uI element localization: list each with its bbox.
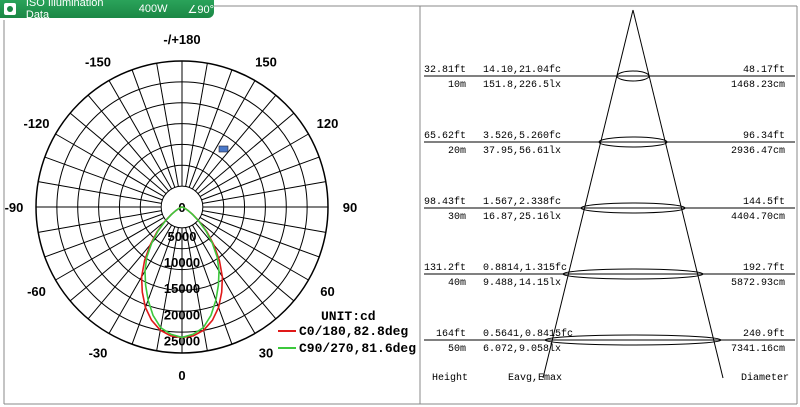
cone-ellipse xyxy=(616,70,650,82)
radial-tick-label: 10000 xyxy=(164,255,200,270)
polar-angle-label: 150 xyxy=(255,55,277,70)
polar-angle-label: 0 xyxy=(178,368,185,383)
cone-ellipse xyxy=(562,268,704,280)
row-fc: 3.526,5.260fc xyxy=(483,130,561,142)
polar-angle-label: 60 xyxy=(320,284,334,299)
polar-spoke xyxy=(201,213,320,258)
polar-spoke xyxy=(195,222,277,320)
row-diam-ft: 48.17ft xyxy=(743,64,785,76)
row-height-ft: 32.81ft xyxy=(424,64,466,76)
cone-left-edge xyxy=(542,9,634,379)
polar-angle-label: -120 xyxy=(23,116,49,131)
row-diam-cm: 1468.23cm xyxy=(731,80,785,91)
polar-spoke xyxy=(69,112,167,194)
row-lx: 9.488,14.15lx xyxy=(483,277,561,289)
polar-spoke xyxy=(191,80,256,190)
row-height-ft: 131.2ft xyxy=(424,262,466,274)
polar-spoke xyxy=(197,112,295,194)
polar-spoke xyxy=(131,226,176,345)
row-diam-ft: 96.34ft xyxy=(743,130,785,142)
polar-angle-label: -/+180 xyxy=(163,32,200,47)
cone-ellipse xyxy=(598,136,668,148)
row-height-m: 50m xyxy=(448,344,466,355)
polar-spoke xyxy=(185,63,208,187)
row-lx: 16.87,25.16lx xyxy=(483,211,561,223)
tab-wattage: 400W xyxy=(138,3,168,15)
cone-right-edge xyxy=(632,9,724,379)
polar-angle-label: 30 xyxy=(259,345,273,360)
polar-angle-label: -150 xyxy=(85,55,111,70)
row-lx: 6.072,9.058lx xyxy=(483,343,561,355)
row-height-ft: 98.43ft xyxy=(424,196,466,208)
row-fc: 1.567,2.338fc xyxy=(483,196,561,208)
row-diam-cm: 4404.70cm xyxy=(731,212,785,223)
row-diam-ft: 144.5ft xyxy=(743,196,785,208)
polar-spoke xyxy=(156,63,179,187)
title-tab: ISO Illumination Data 400W ∠90° xyxy=(0,0,215,21)
row-height-m: 40m xyxy=(448,278,466,289)
column-header: Diameter xyxy=(741,372,789,384)
cone-ellipse xyxy=(580,202,686,214)
chart-marker xyxy=(218,145,229,153)
row-diam-ft: 240.9ft xyxy=(743,328,785,340)
polar-spoke xyxy=(188,226,233,345)
polar-angle-label: 120 xyxy=(317,116,339,131)
iso-logo-icon xyxy=(4,3,16,15)
polar-spoke xyxy=(44,213,163,258)
radial-tick-label: 25000 xyxy=(164,333,200,348)
row-height-m: 10m xyxy=(448,80,466,91)
polar-spoke xyxy=(195,94,277,192)
polar-spoke xyxy=(44,156,163,201)
row-fc: 0.5641,0.8415fc xyxy=(483,328,573,340)
row-lx: 37.95,56.61lx xyxy=(483,145,561,157)
row-height-ft: 65.62ft xyxy=(424,130,466,142)
row-diam-cm: 2936.47cm xyxy=(731,146,785,157)
row-lx: 151.8,226.5lx xyxy=(483,79,561,91)
row-height-m: 20m xyxy=(448,146,466,157)
polar-spoke xyxy=(201,156,320,201)
tab-title: ISO Illumination Data xyxy=(25,0,104,21)
cone-ellipse xyxy=(544,334,722,346)
polar-angle-label: -30 xyxy=(89,345,108,360)
legend-label-1: C90/270,81.6deg xyxy=(299,341,416,356)
polar-spoke xyxy=(87,222,169,320)
polar-spoke xyxy=(202,210,326,233)
polar-spoke xyxy=(87,94,169,192)
row-fc: 14.10,21.04fc xyxy=(483,64,561,76)
polar-spoke xyxy=(202,181,326,204)
polar-spoke xyxy=(108,80,173,190)
polar-spoke xyxy=(69,220,167,302)
polar-angle-label: -90 xyxy=(5,200,24,215)
row-height-ft: 164ft xyxy=(436,328,466,340)
polar-spoke xyxy=(38,210,162,233)
column-header: Eavg,Emax xyxy=(508,373,562,384)
row-height-m: 30m xyxy=(448,212,466,223)
radial-tick-label: 15000 xyxy=(164,281,200,296)
polar-angle-label: 90 xyxy=(343,200,357,215)
polar-spoke xyxy=(188,69,233,188)
polar-spoke xyxy=(197,220,295,302)
polar-angle-label: -60 xyxy=(27,284,46,299)
polar-spoke xyxy=(108,224,173,334)
legend-label-0: C0/180,82.8deg xyxy=(299,324,408,339)
series-curve-1 xyxy=(144,206,220,339)
row-diam-cm: 5872.93cm xyxy=(731,278,785,289)
polar-spoke xyxy=(38,181,162,204)
polar-spoke xyxy=(191,224,256,334)
polar-spoke xyxy=(199,216,309,281)
column-header: Height xyxy=(432,372,468,384)
row-diam-cm: 7341.16cm xyxy=(731,344,785,355)
polar-spoke xyxy=(131,69,176,188)
polar-spoke xyxy=(55,133,165,198)
row-diam-ft: 192.7ft xyxy=(743,262,785,274)
radial-tick-label: 20000 xyxy=(164,307,200,322)
row-fc: 0.8814,1.315fc xyxy=(483,262,567,274)
polar-spoke xyxy=(55,216,165,281)
tab-angle: ∠90° xyxy=(187,3,215,16)
unit-label: UNIT:cd xyxy=(321,309,376,324)
polar-spoke xyxy=(199,133,309,198)
radial-tick-label: 5000 xyxy=(168,229,197,244)
